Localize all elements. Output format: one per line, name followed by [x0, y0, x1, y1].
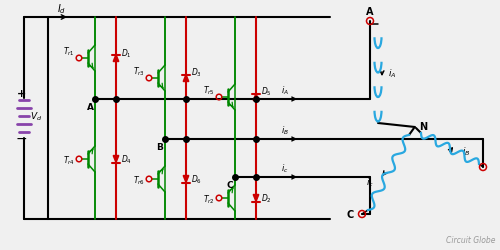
Text: $T_{{r1}}$: $T_{{r1}}$ — [64, 46, 75, 58]
Text: $D_{4}$: $D_{4}$ — [121, 154, 132, 166]
Text: $T_{{r6}}$: $T_{{r6}}$ — [133, 174, 145, 187]
Text: $T_{{r3}}$: $T_{{r3}}$ — [133, 66, 145, 78]
Text: $i_c$: $i_c$ — [282, 162, 288, 175]
Text: $i_A$: $i_A$ — [388, 68, 396, 80]
Text: $D_{1}$: $D_{1}$ — [121, 47, 132, 59]
Text: Circuit Globe: Circuit Globe — [446, 235, 496, 244]
Text: $T_{{r2}}$: $T_{{r2}}$ — [204, 193, 215, 206]
Text: A: A — [366, 7, 374, 17]
Polygon shape — [253, 195, 259, 202]
Text: $i_B$: $i_B$ — [281, 124, 289, 137]
Text: N: N — [419, 122, 427, 132]
Polygon shape — [183, 75, 189, 82]
Text: C: C — [347, 209, 354, 219]
Text: $T_{{r5}}$: $T_{{r5}}$ — [204, 85, 215, 97]
Text: $i_A$: $i_A$ — [281, 85, 289, 97]
Text: $D_{5}$: $D_{5}$ — [261, 86, 272, 98]
Text: $D_{6}$: $D_{6}$ — [191, 173, 202, 186]
Text: $D_{2}$: $D_{2}$ — [261, 192, 272, 205]
Text: $D_{3}$: $D_{3}$ — [191, 67, 202, 79]
Text: $T_{{r4}}$: $T_{{r4}}$ — [63, 154, 75, 167]
Text: $i_c$: $i_c$ — [366, 176, 374, 188]
Text: +: + — [16, 89, 26, 99]
Text: B: B — [156, 142, 164, 152]
Polygon shape — [183, 176, 189, 183]
Text: $I_d$: $I_d$ — [58, 2, 66, 16]
Text: A: A — [86, 102, 94, 112]
Polygon shape — [253, 94, 259, 101]
Polygon shape — [113, 55, 119, 62]
Polygon shape — [113, 156, 119, 163]
Text: $i_B$: $i_B$ — [462, 145, 470, 157]
Text: −: − — [15, 132, 27, 145]
Text: C: C — [226, 180, 234, 189]
Text: $V_d$: $V_d$ — [30, 110, 42, 123]
